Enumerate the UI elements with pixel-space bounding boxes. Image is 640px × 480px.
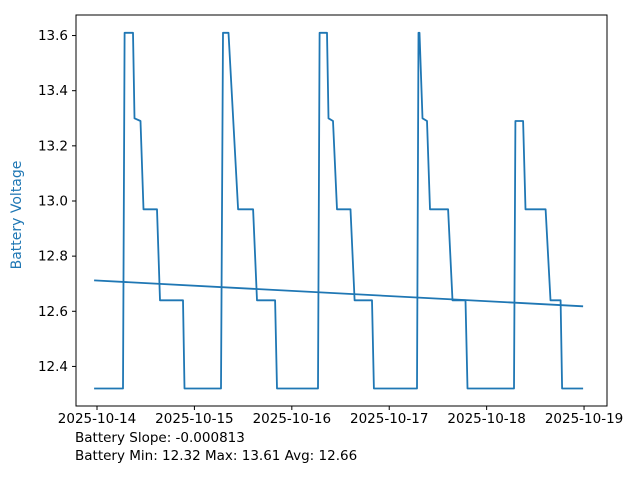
chart-footer: Battery Slope: -0.000813 Battery Min: 12… (75, 429, 357, 465)
y-tick-label: 13.4 (38, 83, 68, 99)
y-tick-label: 13.2 (38, 138, 68, 154)
x-tick-label: 2025-10-17 (350, 411, 428, 427)
x-tick-label: 2025-10-15 (155, 411, 233, 427)
y-tick-label: 12.8 (38, 249, 68, 265)
y-axis-label: Battery Voltage (9, 161, 25, 270)
y-tick-label: 13.6 (38, 28, 68, 44)
battery-stats-text: Battery Min: 12.32 Max: 13.61 Avg: 12.66 (75, 448, 358, 464)
y-tick-label: 12.6 (38, 304, 68, 320)
y-tick-label: 13.0 (38, 193, 68, 209)
battery-voltage-line (94, 31, 584, 390)
y-tick-label: 12.4 (38, 359, 68, 375)
axes-spines (75, 14, 608, 407)
battery-slope-text: Battery Slope: -0.000813 (75, 430, 245, 446)
trend-line (94, 279, 584, 308)
plot-area: 2025-10-14 2025-10-15 2025-10-16 2025-10-17… (38, 14, 623, 427)
x-tick-label: 2025-10-16 (253, 411, 331, 427)
x-tick-label: 2025-10-18 (447, 411, 525, 427)
x-tick-label: 2025-10-14 (58, 411, 136, 427)
x-tick-label: 2025-10-19 (545, 411, 623, 427)
